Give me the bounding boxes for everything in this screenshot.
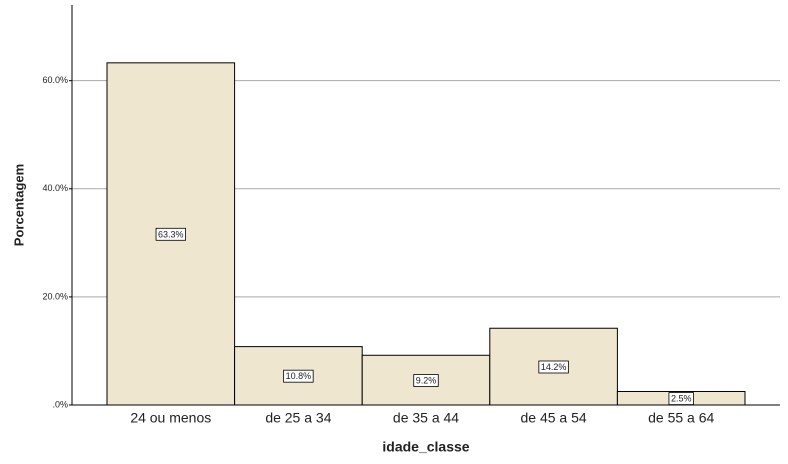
x-tick-label: de 35 a 44: [393, 410, 459, 426]
y-axis-label: Porcentagem: [11, 164, 26, 246]
x-tick-label: de 25 a 34: [265, 410, 331, 426]
x-tick-label: de 55 a 64: [648, 410, 714, 426]
value-label: 63.3%: [158, 229, 184, 239]
value-label-box: [283, 369, 314, 383]
value-label-box: [413, 374, 439, 387]
value-label: 2.5%: [671, 394, 692, 404]
y-tick-label: .0%: [52, 399, 68, 409]
y-tick-label: 40.0%: [42, 183, 68, 193]
x-tick-label: 24 ou menos: [130, 410, 211, 426]
value-label: 14.2%: [541, 362, 567, 372]
value-label: 10.8%: [286, 371, 312, 381]
value-label: 9.2%: [416, 376, 437, 386]
x-tick-label: de 45 a 54: [521, 410, 587, 426]
y-tick-label: 20.0%: [42, 291, 68, 301]
value-label-box: [538, 360, 569, 374]
y-tick-label: 60.0%: [42, 75, 68, 85]
x-axis-label: idade_classe: [382, 439, 469, 455]
value-label-box: [155, 227, 186, 241]
